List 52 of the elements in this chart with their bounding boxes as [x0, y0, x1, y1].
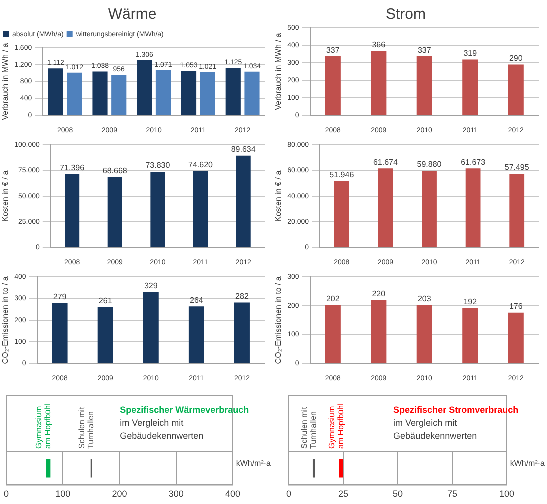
- data-label: 57.495: [504, 163, 530, 172]
- chart-title: Strom: [386, 6, 426, 24]
- data-label: 59.880: [417, 160, 442, 170]
- y-axis-title: Verbrauch in MWh / a: [274, 32, 284, 110]
- data-label: 74.620: [188, 160, 214, 170]
- data-label: 220: [372, 289, 386, 298]
- data-label: 192: [464, 298, 478, 307]
- y-axis-title: Kosten in € / a: [274, 170, 284, 222]
- data-label: 337: [418, 46, 432, 55]
- x-tick-label: 200: [112, 489, 128, 500]
- y-axis-title: Verbrauch in MWh / a: [1, 42, 10, 120]
- data-label: 337: [326, 46, 340, 55]
- x-tick-label: 400: [225, 489, 241, 500]
- x-tick-label: 0: [4, 489, 10, 500]
- chart-subtitle: im Vergleich mit Gebäudekennwerten: [120, 417, 205, 443]
- data-label: 261: [98, 296, 113, 306]
- data-label: 203: [418, 294, 432, 304]
- data-label: 282: [236, 292, 250, 301]
- y-axis-title: CO₂-Emissionen in to / a: [1, 276, 10, 364]
- chart-title: Wärme: [108, 6, 157, 24]
- text: Schulen mit Turnhallen: [77, 406, 96, 449]
- data-label: 73.830: [146, 161, 171, 170]
- data-label: 319: [464, 48, 478, 58]
- data-label: 329: [144, 282, 158, 291]
- data-label: 176: [509, 302, 524, 312]
- x-tick-label: 100: [56, 489, 71, 500]
- data-label: 61.674: [373, 158, 398, 167]
- x-tick-label: 300: [168, 489, 184, 500]
- x-tick-label: 50: [392, 489, 404, 500]
- x-tick-label: 100: [499, 489, 515, 500]
- data-label: 264: [190, 296, 204, 305]
- data-label: 61.673: [461, 158, 486, 167]
- y-axis-title: Kosten in € / a: [1, 170, 10, 222]
- data-label: 89.634: [231, 145, 256, 154]
- text: Gymnasium am Hopfbühl: [327, 403, 346, 449]
- data-label: 290: [509, 54, 524, 63]
- x-tick-label: 75: [447, 489, 458, 500]
- x-axis-title: kWh/m²·a: [510, 459, 545, 468]
- text: Gymnasium am Hopfbühl: [34, 403, 52, 449]
- x-axis-title: kWh/m²·a: [236, 459, 271, 468]
- data-label: 68.668: [102, 166, 128, 176]
- chart-title: Spezifischer Wärmeverbrauch: [120, 404, 250, 417]
- data-label: 51.946: [330, 170, 355, 180]
- text: Schulen mit Turnhallen: [300, 406, 318, 449]
- data-label: 366: [372, 40, 386, 50]
- data-label: 71.396: [60, 164, 86, 173]
- data-label: 279: [53, 292, 68, 302]
- chart-title: Spezifischer Stromverbrauch: [394, 404, 520, 417]
- chart-subtitle: im Vergleich mit Gebäudekennwerten: [394, 417, 478, 443]
- y-axis-title: CO₂-Emissionen in to / a: [274, 276, 284, 364]
- data-label: 202: [326, 294, 340, 304]
- x-tick-label: 25: [338, 489, 349, 500]
